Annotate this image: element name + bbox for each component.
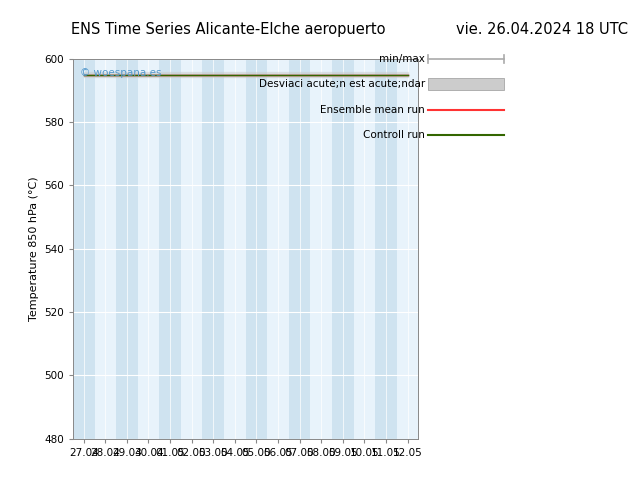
Bar [181, 59, 202, 439]
Text: Desviaci acute;n est acute;ndar: Desviaci acute;n est acute;ndar [259, 79, 425, 89]
Bar [159, 59, 181, 439]
Bar [73, 59, 94, 439]
Bar [332, 59, 354, 439]
Bar [245, 59, 268, 439]
Text: ENS Time Series Alicante-Elche aeropuerto: ENS Time Series Alicante-Elche aeropuert… [71, 22, 385, 37]
Bar [94, 59, 116, 439]
Bar [397, 59, 418, 439]
Bar [116, 59, 138, 439]
Text: Controll run: Controll run [363, 130, 425, 140]
Bar [202, 59, 224, 439]
Text: © woespana.es: © woespana.es [80, 68, 161, 78]
Bar [224, 59, 245, 439]
Bar [268, 59, 289, 439]
Bar [354, 59, 375, 439]
Bar [311, 59, 332, 439]
Bar [138, 59, 159, 439]
Text: min/max: min/max [379, 54, 425, 64]
Text: Ensemble mean run: Ensemble mean run [320, 105, 425, 115]
Y-axis label: Temperature 850 hPa (°C): Temperature 850 hPa (°C) [29, 176, 39, 321]
Bar [375, 59, 397, 439]
Text: vie. 26.04.2024 18 UTC: vie. 26.04.2024 18 UTC [456, 22, 628, 37]
Bar [289, 59, 311, 439]
